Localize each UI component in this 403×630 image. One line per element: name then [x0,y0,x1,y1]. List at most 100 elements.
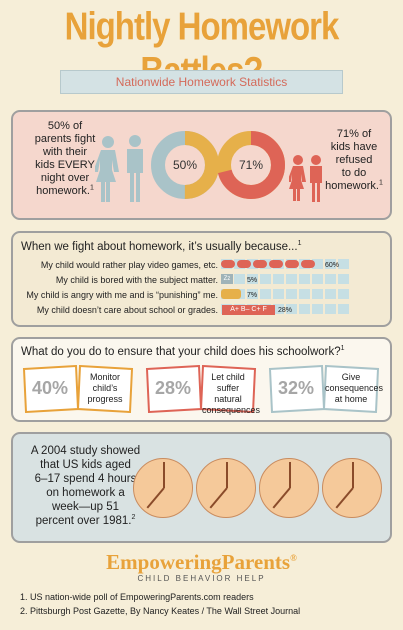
game-controller-icon [253,260,267,268]
bar-cell [247,274,258,284]
bar-cell [338,259,349,269]
bar-cell [234,274,245,284]
bar-cell [299,304,310,314]
parents-donut-chart [151,131,219,199]
brand-logo: EmpoweringParents® [0,550,403,575]
book-description: Give consequences at home [325,372,384,405]
game-controller-icon [221,260,235,268]
clock-hand [226,462,228,488]
book-card: 32% Give consequences at home [268,365,384,413]
reason-percent: 60% [325,262,340,269]
kids-stat-line: 71% of [336,128,372,140]
zzz-icon: Zz [221,274,233,284]
donut-segment [151,131,219,199]
bar-cell [325,259,336,269]
book-percent: 40% [31,378,69,398]
bar-cell [325,289,336,299]
bar-cell [338,274,349,284]
clock-hand [352,462,354,488]
bar-cell [260,274,271,284]
kids-icon [289,155,322,202]
clock-hand [335,487,354,509]
bar-cell [247,259,258,269]
book-description-line: child’s [92,383,118,393]
donut-segment [217,131,285,199]
bar-cell [312,289,323,299]
bar-cell [286,304,297,314]
book-description-line: consequences [202,405,261,415]
clock-hand [272,487,291,509]
footnote-ref: 1 [378,179,383,187]
clock-hand [163,462,165,488]
book-card: 28% Let child suffer natural consequence… [145,365,261,416]
parents-icon [95,135,143,202]
game-controller-icon [285,260,299,268]
clock-icon [133,458,193,518]
study-line: on homework a [46,487,125,499]
parents-stat-line: with their [42,146,88,158]
book-description: Let child suffer natural consequences [202,372,261,416]
reason-percent: 28% [278,307,293,314]
bar-cell [312,274,323,284]
book-description: Monitor child’s progress [80,372,130,405]
book-description-line: suffer natural [214,383,242,404]
kids-stat-line: kids have [330,141,378,153]
kids-stat-text: 71% of kids have refused to do homework.… [319,128,389,193]
bar-cell [312,304,323,314]
clock-hand [146,487,165,509]
stats-panel: 50% of parents fight with their kids EVE… [11,110,392,220]
parents-stat-line: parents fight [34,133,96,145]
subtitle-banner: Nationwide Homework Statistics [60,70,343,94]
study-line: A 2004 study showed [30,445,141,457]
reason-percent: 7% [247,292,258,299]
parents-donut-label: 50% [172,158,198,172]
kids-donut-chart [217,131,285,199]
clock-icon [322,458,382,518]
bar-cell [273,274,284,284]
reason-label: My child would rather play video games, … [40,260,218,270]
reasons-heading-text: When we fight about homework, it’s usual… [21,241,298,253]
footnote-ref: 1 [89,184,94,192]
footnote-ref: 1 [340,345,345,353]
parents-stat-text: 50% of parents fight with their kids EVE… [25,120,105,198]
kids-donut-label: 71% [238,158,264,172]
study-panel: A 2004 study showed that US kids aged 6–… [11,432,392,543]
parents-stat-line: kids EVERY [35,159,95,171]
book-percent: 32% [277,378,315,398]
reason-label: My child is bored with the subject matte… [55,275,218,285]
game-controller-icon [269,260,283,268]
clock-icon [259,458,319,518]
parents-stat-line: homework. [36,185,90,197]
registered-mark: ® [290,553,297,563]
study-line: percent over 1981. [35,515,132,527]
book-card: 40% Monitor child’s progress [22,365,134,413]
ensure-heading-text: What do you do to ensure that your child… [21,346,341,358]
book-description-line: Let child [211,372,245,382]
bar-cell [286,289,297,299]
kids-stat-line: refused [335,154,373,166]
footnote-ref: 2 [131,514,136,522]
bar-cell [338,304,349,314]
ensure-heading: What do you do to ensure that your child… [21,345,345,358]
book-description-line: consequences [325,383,384,393]
bar-cell [312,259,323,269]
footnote: 1. US nation-wide poll of EmpoweringPare… [20,592,254,602]
book-description-line: Monitor [89,372,120,382]
clock-hand [209,487,228,509]
open-book-icon [145,365,257,413]
game-controller-icon [237,260,251,268]
study-line: week—up 51 [51,501,120,513]
reason-percent: 5% [247,277,258,284]
open-book-icon [22,365,134,413]
book-percent: 28% [154,378,192,398]
reasons-heading: When we fight about homework, it’s usual… [21,240,301,253]
bar-cell [338,289,349,299]
ensure-panel: What do you do to ensure that your child… [11,337,392,422]
parents-stat-line: 50% of [47,120,83,132]
book-description-line: progress [87,394,123,404]
bar-cell [286,274,297,284]
bar-cell [325,274,336,284]
study-line: 6–17 spend 4 hours [34,473,137,485]
parents-stat-line: night over [40,172,90,184]
open-book-icon [268,365,380,413]
